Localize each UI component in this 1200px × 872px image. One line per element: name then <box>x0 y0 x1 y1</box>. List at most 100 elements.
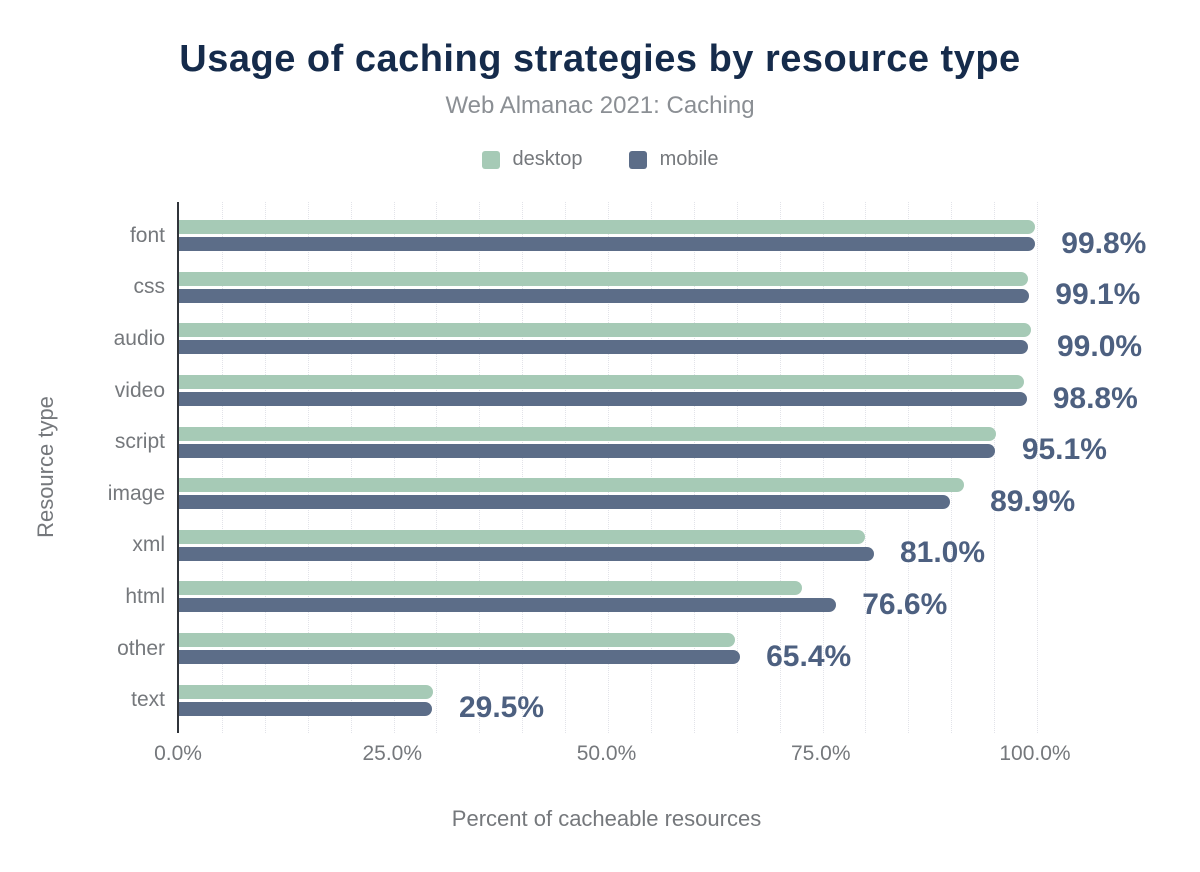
bar-desktop <box>179 220 1036 235</box>
gridline <box>264 202 266 733</box>
chart-row: html 76.6% <box>0 571 1200 623</box>
chart-row: css 99.1% <box>0 262 1200 314</box>
bar-desktop <box>179 684 433 699</box>
chart-row: audio 99.0% <box>0 313 1200 365</box>
bar-desktop <box>179 529 865 544</box>
x-tick-label: 75.0% <box>790 742 851 765</box>
bar-mobile <box>179 237 1036 252</box>
legend-swatch-mobile-icon <box>628 150 647 169</box>
gridline <box>908 202 910 733</box>
bar-mobile <box>179 701 433 716</box>
bar-group: 95.1% <box>179 416 1107 468</box>
gridline <box>479 202 481 733</box>
legend-label-mobile: mobile <box>659 148 719 170</box>
x-axis-title: Percent of cacheable resources <box>451 806 762 831</box>
bar-group: 76.6% <box>179 571 1037 623</box>
x-axis-ticks: 0.0% 25.0% 50.0% 75.0% 100.0% <box>154 742 1071 768</box>
gridline <box>436 202 438 733</box>
legend: desktop mobile <box>0 148 1200 171</box>
chart-rows: font 99.8% css 99.1% audio 99.0% video 98.8% scr… <box>0 210 1200 726</box>
gridline <box>865 202 867 733</box>
legend-label-desktop: desktop <box>512 148 583 170</box>
bar-desktop <box>179 271 1028 286</box>
bar-group: 98.8% <box>179 365 1138 417</box>
bar-group: 99.0% <box>179 313 1142 365</box>
bar-mobile <box>179 598 837 613</box>
value-label: 95.1% <box>1021 433 1107 467</box>
category-label: other <box>117 636 165 660</box>
legend-swatch-desktop-icon <box>481 150 500 169</box>
value-label: 76.6% <box>862 587 948 621</box>
gridline <box>522 202 524 733</box>
gridline <box>650 202 652 733</box>
category-label: script <box>114 430 165 454</box>
bar-group: 29.5% <box>179 674 1037 726</box>
gridline <box>951 202 953 733</box>
x-tick-label: 100.0% <box>999 742 1071 765</box>
gridline <box>221 202 223 733</box>
category-label: css <box>133 275 166 299</box>
gridline <box>307 202 309 733</box>
x-tick-label: 0.0% <box>154 742 202 765</box>
bar-mobile <box>179 650 741 665</box>
chart-row: script 95.1% <box>0 416 1200 468</box>
bar-desktop <box>179 478 965 493</box>
bar-desktop <box>179 323 1031 338</box>
chart-row: xml 81.0% <box>0 520 1200 572</box>
gridline <box>393 202 395 733</box>
gridline <box>565 202 567 733</box>
category-label: video <box>114 378 165 402</box>
value-label: 89.9% <box>990 484 1076 518</box>
value-label: 29.5% <box>458 691 545 725</box>
category-label: text <box>131 688 165 712</box>
value-label: 98.8% <box>1052 381 1138 415</box>
gridline <box>994 202 996 733</box>
x-tick-label: 50.0% <box>576 742 637 765</box>
category-label: xml <box>132 533 165 557</box>
bar-group: 89.9% <box>179 468 1075 520</box>
chart-row: other 65.4% <box>0 623 1200 675</box>
bar-mobile <box>179 546 874 561</box>
gridline <box>693 202 695 733</box>
gridline <box>822 202 824 733</box>
gridline <box>779 202 781 733</box>
category-label: image <box>107 481 165 505</box>
bar-mobile <box>179 392 1027 407</box>
gridline <box>608 202 609 733</box>
chart-title: Usage of caching strategies by resource … <box>179 38 1021 80</box>
y-axis-title: Resource type <box>33 396 58 538</box>
plot-area <box>177 202 1038 733</box>
bar-mobile <box>179 495 951 510</box>
bar-desktop <box>179 633 735 648</box>
chart-row: video 98.8% <box>0 365 1200 417</box>
category-label: html <box>125 584 165 608</box>
bar-desktop <box>179 375 1025 390</box>
value-label: 65.4% <box>766 639 852 673</box>
bar-group: 99.1% <box>179 262 1140 314</box>
legend-item-desktop: desktop <box>481 148 583 171</box>
chart-row: text 29.5% <box>0 674 1200 726</box>
bar-desktop <box>179 581 802 596</box>
chart-row: image 89.9% <box>0 468 1200 520</box>
chart-subtitle: Web Almanac 2021: Caching <box>445 92 755 119</box>
gridline <box>736 202 738 733</box>
gridline <box>350 202 352 733</box>
legend-item-mobile: mobile <box>628 148 719 171</box>
bar-desktop <box>179 426 996 441</box>
bar-mobile <box>179 443 995 458</box>
bar-group: 65.4% <box>179 623 1037 675</box>
bar-mobile <box>179 288 1030 303</box>
chart-row: font 99.8% <box>0 210 1200 262</box>
value-label: 99.8% <box>1061 226 1147 260</box>
value-label: 81.0% <box>899 536 986 570</box>
gridline <box>1037 202 1038 733</box>
bar-mobile <box>179 340 1029 355</box>
bar-group: 99.8% <box>179 210 1146 262</box>
category-label: audio <box>113 326 165 350</box>
value-label: 99.1% <box>1055 278 1141 312</box>
value-label: 99.0% <box>1056 329 1143 363</box>
category-label: font <box>129 223 165 247</box>
x-tick-label: 25.0% <box>362 742 423 765</box>
bar-group: 81.0% <box>179 520 1037 572</box>
